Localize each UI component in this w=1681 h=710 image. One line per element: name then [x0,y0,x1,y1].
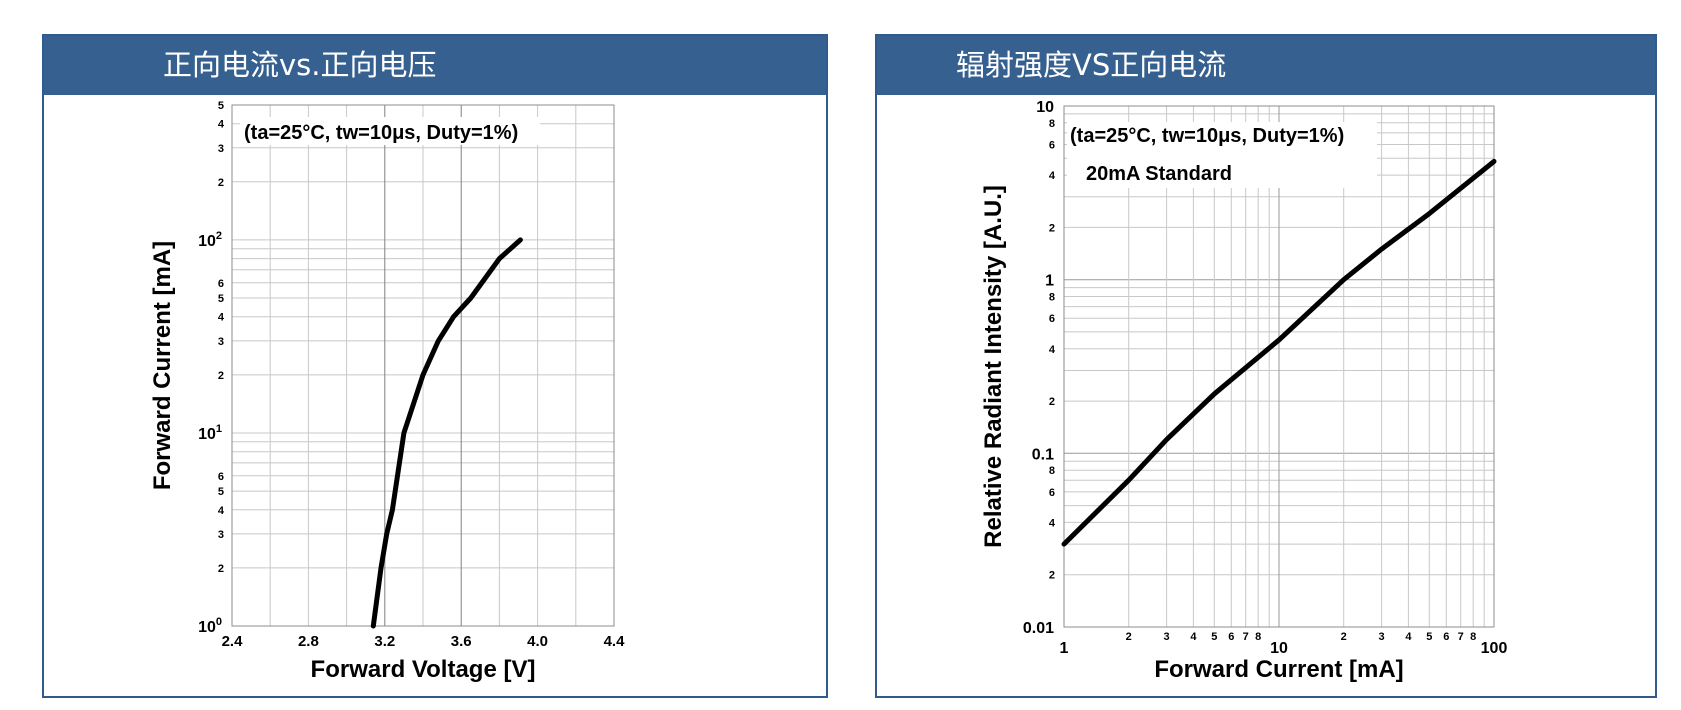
x-tick-label: 8 [1470,631,1476,643]
x-tick-label: 6 [1228,631,1234,643]
y-tick-label: 4 [1049,344,1056,356]
y-tick-label: 0.1 [1032,446,1054,463]
panel-title: 辐射强度VS正向电流 [877,36,1655,95]
x-tick-label: 7 [1458,631,1464,643]
y-tick-label: 4 [1049,170,1056,182]
y-tick-label: 6 [1049,313,1055,325]
y-tick-label: 8 [1049,118,1055,130]
y-tick-label: 1 [1045,273,1054,290]
y-axis-title: Forward Current [mA] [149,241,176,490]
plot-frame [231,104,615,627]
y-tick-label: 6 [1049,487,1055,499]
y-tick-label: 100 [198,616,222,636]
x-tick-label: 4.4 [604,633,626,650]
chart-panel-radiant-intensity-vs-current: 辐射强度VS正向电流 1 10 100 2 3 4 5 6 7 8 2 3 4 5 6 7 8 0.01 0.1 1 1… [875,34,1657,698]
y-tick-label: 2 [1049,222,1055,234]
y-tick-label: 8 [1049,465,1055,477]
y-tick-label: 4 [218,312,225,324]
y-tick-label: 4 [1049,517,1056,529]
x-tick-label: 4 [1405,631,1412,643]
y-tick-label: 5 [218,100,224,112]
x-tick-label: 3.2 [374,633,395,650]
x-tick-label: 6 [1443,631,1449,643]
y-tick-label: 8 [1049,291,1055,303]
y-tick-label: 3 [218,529,224,541]
annotation-conditions: (ta=25°C, tw=10μs, Duty=1%) [244,122,518,144]
y-tick-label: 5 [218,486,224,498]
y-tick-label: 102 [198,230,222,250]
series-line [1061,158,1497,547]
annotation-background [1067,122,1377,188]
y-tick-label: 6 [218,278,224,290]
x-axis-title: Forward Current [mA] [1154,656,1403,683]
panel-title: 正向电流vs.正向电压 [44,36,826,95]
y-tick-label: 6 [218,471,224,483]
y-tick-label: 4 [218,119,225,131]
x-axis-title: Forward Voltage [V] [311,656,536,683]
y-tick-label: 5 [218,293,224,305]
x-tick-label: 3 [1379,631,1385,643]
x-tick-label: 2.8 [298,633,319,650]
chart-forward-current-vs-voltage: 2.4 2.8 3.2 3.6 4.0 4.4 2 3 4 5 6 2 3 4 5 6 2 3 4 5 100 101 10… [149,100,626,683]
x-tick-label: 2 [1341,631,1347,643]
y-tick-label: 4 [218,505,225,517]
y-tick-label: 2 [1049,396,1055,408]
x-tick-label: 4.0 [527,633,548,650]
x-tick-label: 2 [1126,631,1132,643]
y-tick-label: 0.01 [1023,620,1054,637]
y-tick-label: 2 [218,370,224,382]
y-axis-title: Relative Radiant Intensity [A.U.] [980,185,1007,548]
y-tick-label: 6 [1049,140,1055,152]
annotation-standard: 20mA Standard [1086,163,1232,185]
y-tick-label: 2 [1049,570,1055,582]
y-tick-label: 3 [218,143,224,155]
plot-frame [1063,105,1495,628]
x-tick-label: 5 [1426,631,1432,643]
y-tick-label: 10 [1036,99,1054,116]
x-tick-label: 10 [1270,640,1288,657]
series-line [370,237,523,629]
x-tick-label: 7 [1243,631,1249,643]
chart-panel-forward-current-vs-voltage: 正向电流vs.正向电压 2.4 2.8 3.2 3.6 4.0 4.4 2 3 4 5 6 2 3 4 5 6… [42,34,828,698]
x-tick-label: 2.4 [222,633,244,650]
x-tick-label: 8 [1255,631,1261,643]
annotation-conditions: (ta=25°C, tw=10μs, Duty=1%) [1070,125,1344,147]
y-tick-label: 3 [218,336,224,348]
x-tick-label: 5 [1211,631,1217,643]
y-tick-label: 101 [198,423,222,443]
x-tick-label: 4 [1190,631,1197,643]
y-tick-label: 2 [218,177,224,189]
y-tick-label: 2 [218,563,224,575]
x-tick-label: 100 [1481,640,1508,657]
annotation-background [240,117,540,145]
x-tick-label: 3.6 [451,633,472,650]
x-tick-label: 3 [1164,631,1170,643]
x-tick-label: 1 [1060,640,1069,657]
